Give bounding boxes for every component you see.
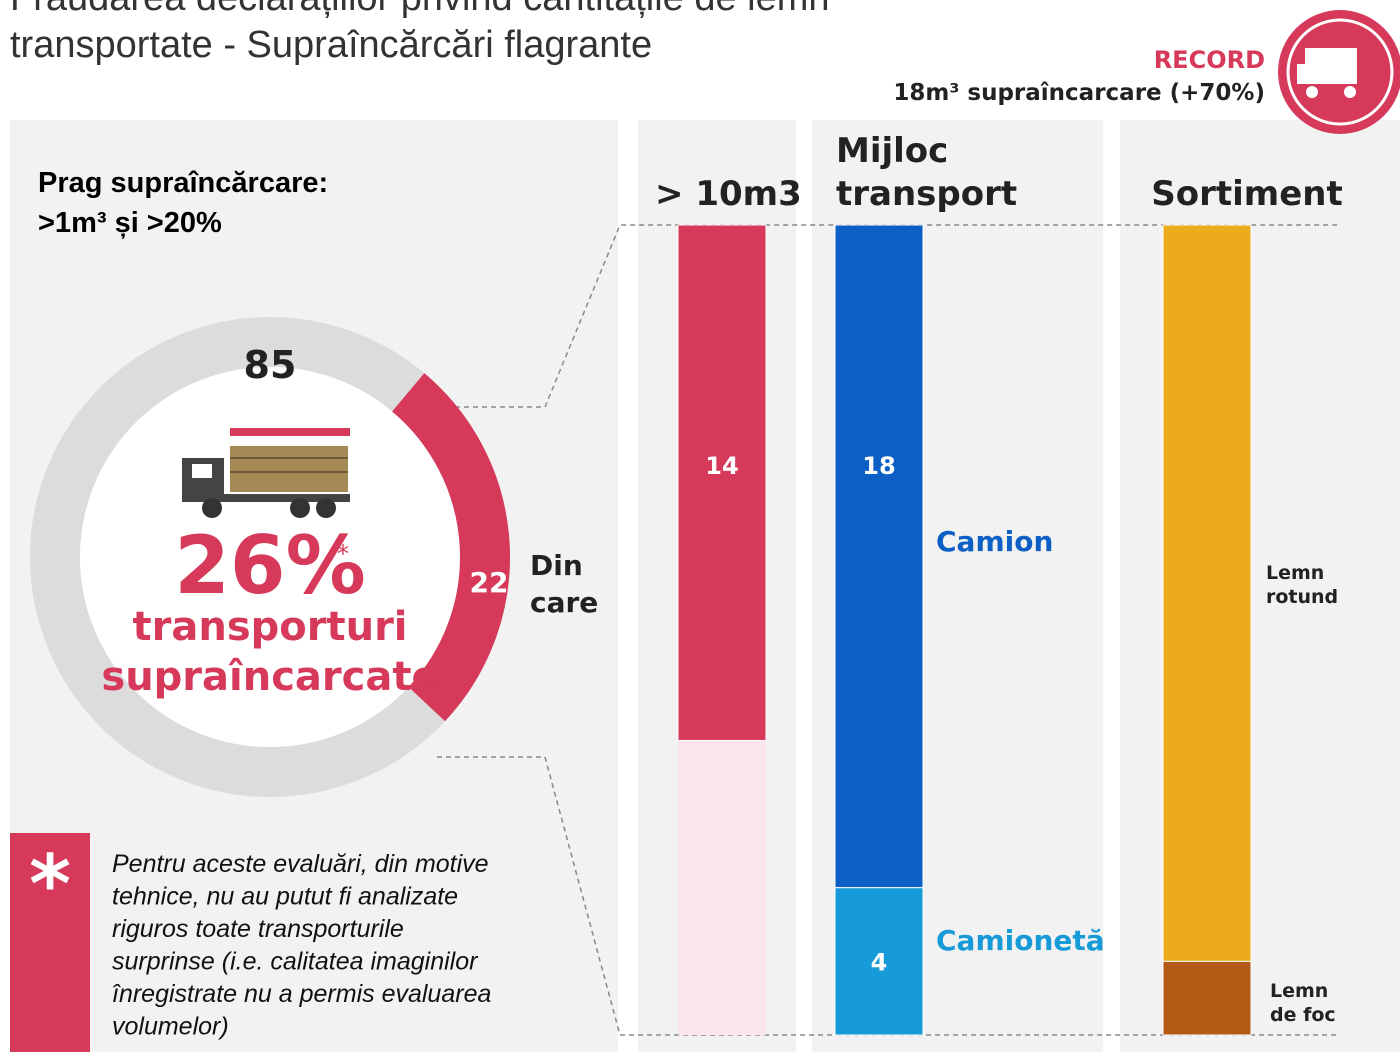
segment — [834, 887, 924, 1036]
segment-value: 4 — [871, 948, 888, 976]
footnote: Pentru aceste evaluări, din motive tehnic… — [112, 850, 491, 1041]
segment — [1162, 224, 1252, 962]
threshold: >1m³ și >20% — [38, 207, 222, 239]
segment-value: 14 — [705, 452, 738, 480]
column-title: transport — [836, 174, 1017, 214]
segment — [1162, 960, 1252, 1036]
footnote-box — [10, 833, 90, 1052]
column-title: Sortiment — [1151, 174, 1342, 214]
column-panel — [1120, 120, 1400, 1052]
footnote-line: volumelor) — [112, 1013, 229, 1041]
segment-name: de foc — [1270, 1004, 1336, 1026]
threshold: Prag supraîncărcare: — [38, 167, 328, 199]
title: transportate - Supraîncărcări flagrante — [10, 24, 652, 66]
record-label: RECORD — [1154, 46, 1265, 74]
note: Din — [530, 549, 583, 582]
segment — [677, 224, 767, 741]
footnote-line: înregistrate nu a permis evaluarea — [112, 980, 491, 1008]
record-badge — [1278, 10, 1400, 134]
asterisk: * — [337, 540, 349, 568]
segment-name: Lemn — [1270, 980, 1328, 1002]
donut-center — [80, 367, 460, 747]
donut-total: 85 — [244, 343, 297, 387]
segment-name: Camionetă — [936, 924, 1105, 957]
column-title: > 10m3 — [655, 174, 802, 214]
caption: supraîncarcate — [101, 654, 438, 700]
note: care — [530, 586, 598, 619]
donut-part: 22 — [470, 566, 509, 599]
footnote-line: riguros toate transporturile — [112, 915, 404, 943]
percent-label: 26% — [174, 519, 365, 612]
segment-name: Camion — [936, 525, 1053, 558]
connector — [437, 224, 1340, 408]
connector — [437, 756, 1340, 1036]
segment-name: rotund — [1266, 586, 1338, 608]
truck-icon — [182, 428, 350, 518]
column-title: Mijloc — [836, 131, 948, 171]
title: Fraudarea declarațiilor privind cantităț… — [10, 0, 830, 19]
donut-part — [391, 373, 510, 722]
record-text: 18m³ supraîncarcare (+70%) — [893, 80, 1265, 106]
segment-value: 18 — [862, 452, 895, 480]
footnote-symbol: * — [29, 838, 71, 931]
segment-name: Lemn — [1266, 562, 1324, 584]
footnote-line: Pentru aceste evaluări, din motive — [112, 850, 489, 878]
donut — [30, 317, 510, 797]
caption: transporturi — [133, 604, 408, 650]
footnote-line: surprinse (i.e. calitatea imaginilor — [112, 948, 479, 976]
segment — [834, 224, 924, 889]
footnote-line: tehnice, nu au putut fi analizate — [112, 883, 458, 911]
